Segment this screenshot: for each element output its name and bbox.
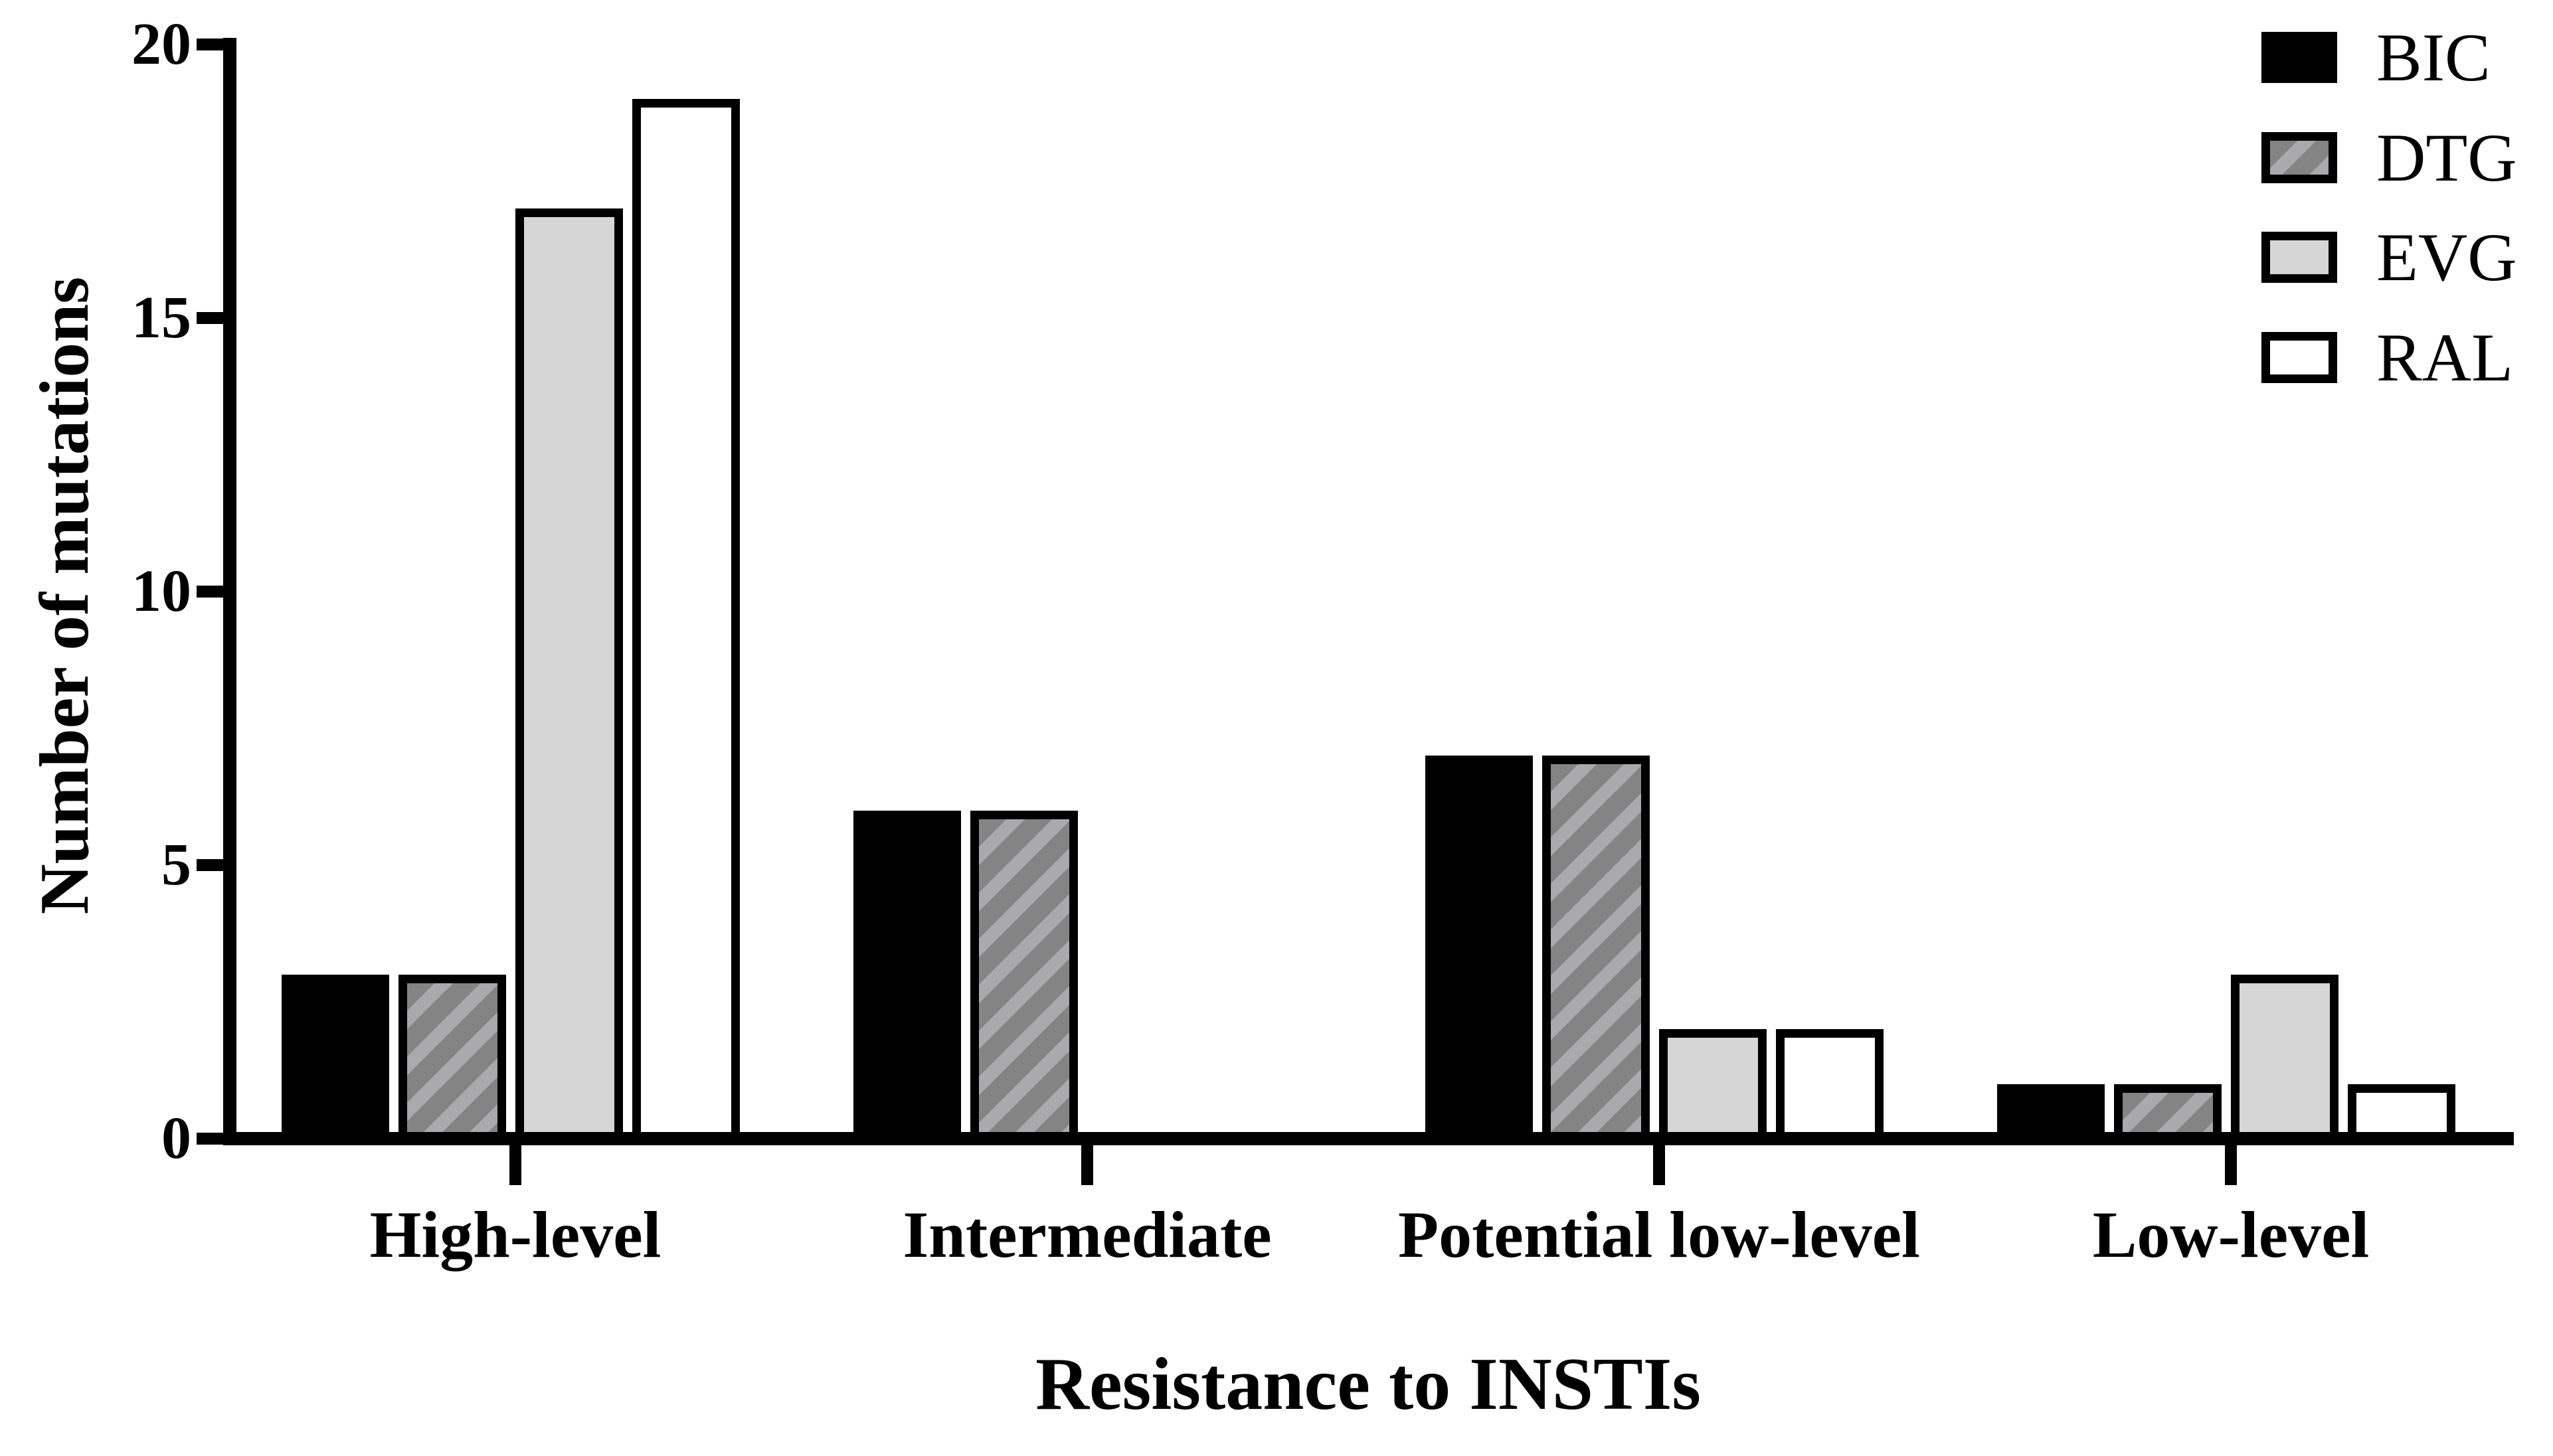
legend-label-ral: RAL xyxy=(2376,319,2513,396)
legend-item-evg: EVG xyxy=(2261,220,2553,295)
category-label-low-level: Low-level xyxy=(2092,1198,2370,1271)
bar-high-level-dtg xyxy=(398,975,506,1139)
bar-potential-low-level-evg xyxy=(1659,1029,1767,1139)
legend-item-ral: RAL xyxy=(2261,320,2553,396)
bar-intermediate-bic xyxy=(853,811,961,1139)
y-tick-mark-5 xyxy=(197,859,223,871)
bar-low-level-dtg xyxy=(2114,1084,2222,1139)
bar-potential-low-level-bic xyxy=(1425,756,1533,1139)
y-axis-line xyxy=(223,38,236,1145)
y-tick-label-5: 5 xyxy=(161,832,191,898)
y-tick-mark-20 xyxy=(197,39,223,50)
x-axis-line xyxy=(223,1132,2514,1145)
legend-label-bic: BIC xyxy=(2376,19,2491,96)
bar-intermediate-dtg xyxy=(970,811,1078,1139)
legend-swatch-ral xyxy=(2261,332,2337,383)
bar-potential-low-level-ral xyxy=(1776,1029,1884,1139)
y-tick-label-20: 20 xyxy=(132,11,191,77)
bar-potential-low-level-dtg xyxy=(1542,756,1650,1139)
x-tick-mark-potential-low-level xyxy=(1653,1145,1665,1185)
y-tick-label-15: 15 xyxy=(132,285,191,351)
bar-high-level-bic xyxy=(282,975,389,1139)
bar-low-level-evg xyxy=(2231,975,2338,1139)
category-label-high-level: High-level xyxy=(369,1198,661,1271)
bar-high-level-evg xyxy=(515,208,623,1139)
category-label-intermediate: Intermediate xyxy=(903,1198,1272,1271)
category-label-potential-low-level: Potential low-level xyxy=(1398,1198,1920,1271)
bar-high-level-ral xyxy=(632,99,740,1139)
x-tick-mark-high-level xyxy=(509,1145,521,1185)
legend-item-bic: BIC xyxy=(2261,20,2553,96)
legend-swatch-dtg xyxy=(2261,132,2337,183)
legend-item-dtg: DTG xyxy=(2261,120,2553,196)
legend-label-dtg: DTG xyxy=(2376,120,2517,196)
x-axis-title: Resistance to INSTIs xyxy=(1035,1343,1701,1425)
y-tick-label-0: 0 xyxy=(161,1105,191,1171)
bar-low-level-ral xyxy=(2348,1084,2455,1139)
legend-swatch-evg xyxy=(2261,232,2337,283)
bar-low-level-bic xyxy=(1997,1084,2105,1139)
y-tick-mark-15 xyxy=(197,312,223,324)
x-tick-mark-low-level xyxy=(2225,1145,2237,1185)
y-tick-label-10: 10 xyxy=(132,558,191,624)
legend-label-evg: EVG xyxy=(2376,219,2517,295)
x-tick-mark-intermediate xyxy=(1081,1145,1093,1185)
legend-swatch-bic xyxy=(2261,32,2337,83)
y-tick-mark-0 xyxy=(197,1133,223,1145)
y-tick-mark-10 xyxy=(197,586,223,598)
